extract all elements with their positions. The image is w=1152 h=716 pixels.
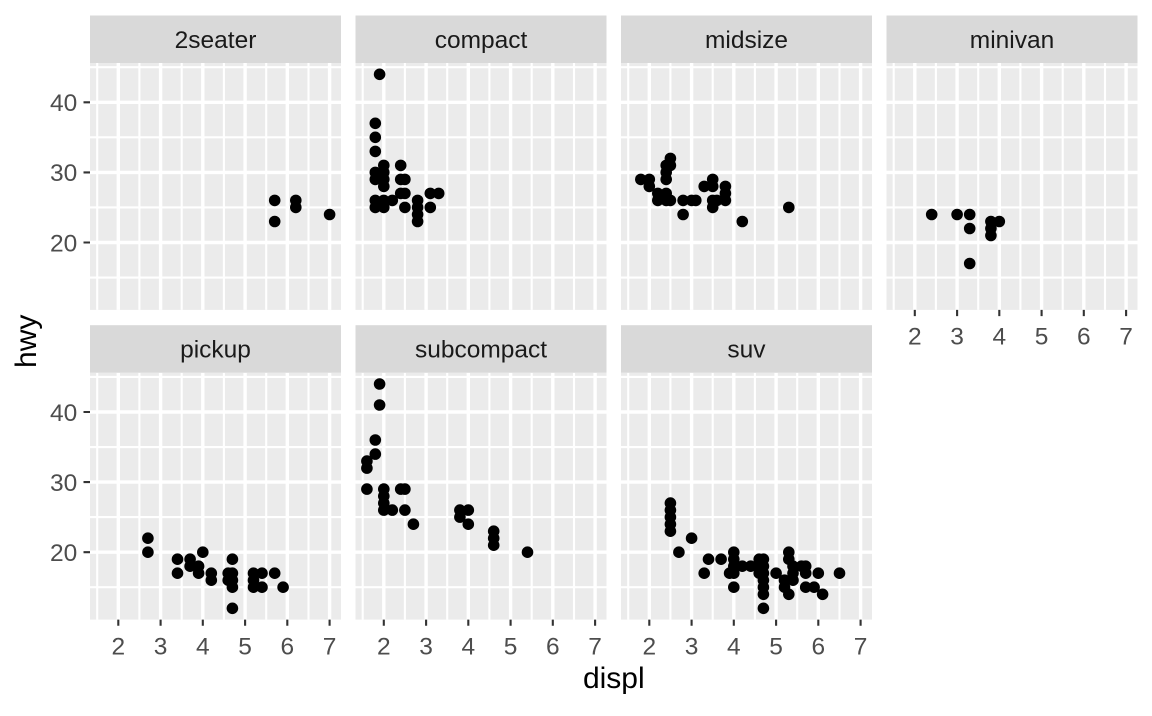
svg-text:4: 4 [196,633,210,660]
svg-text:4: 4 [727,633,741,660]
svg-text:6: 6 [1077,324,1091,351]
svg-text:20: 20 [50,540,77,567]
svg-text:7: 7 [854,633,868,660]
svg-text:hwy: hwy [10,315,43,368]
svg-text:6: 6 [811,633,825,660]
svg-text:3: 3 [950,324,964,351]
svg-text:suv: suv [727,337,766,364]
svg-text:30: 30 [50,160,77,187]
svg-text:20: 20 [50,230,77,257]
svg-text:4: 4 [992,324,1006,351]
svg-text:3: 3 [154,633,168,660]
svg-text:5: 5 [1035,324,1049,351]
svg-text:4: 4 [461,633,475,660]
svg-text:30: 30 [50,470,77,497]
svg-text:2: 2 [111,633,125,660]
svg-text:3: 3 [685,633,699,660]
svg-text:6: 6 [546,633,560,660]
svg-text:compact: compact [435,27,528,54]
svg-text:2seater: 2seater [175,27,257,54]
svg-text:3: 3 [419,633,433,660]
svg-text:7: 7 [1119,324,1133,351]
svg-text:6: 6 [280,633,294,660]
svg-text:7: 7 [588,633,602,660]
svg-text:5: 5 [769,633,783,660]
svg-text:5: 5 [504,633,518,660]
svg-text:2: 2 [642,633,656,660]
svg-text:displ: displ [583,662,645,695]
svg-text:midsize: midsize [705,27,788,54]
svg-text:40: 40 [50,400,77,427]
svg-text:subcompact: subcompact [415,337,547,364]
svg-text:2: 2 [908,324,922,351]
svg-text:2: 2 [377,633,391,660]
svg-text:7: 7 [323,633,337,660]
svg-text:pickup: pickup [180,337,251,364]
svg-text:40: 40 [50,90,77,117]
svg-text:5: 5 [238,633,252,660]
svg-text:minivan: minivan [970,27,1054,54]
